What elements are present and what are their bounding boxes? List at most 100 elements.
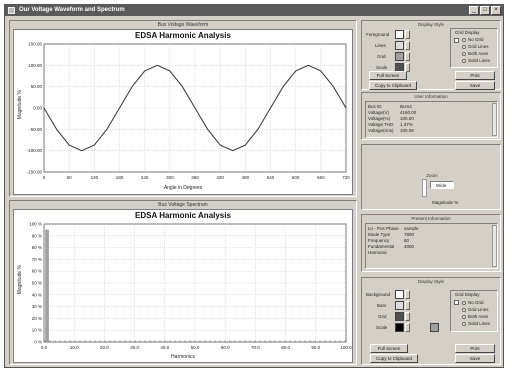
grid-display-bottom-group: Grid Display No Grid Grid Lines Both Axe… [450, 290, 498, 332]
grid-display-checkbox[interactable] [454, 38, 459, 43]
zoom-group: Zoom Wide Magnitude % [361, 144, 501, 210]
lines-color-swatch[interactable] [395, 41, 404, 50]
info-value: 4160.00 [400, 110, 417, 115]
lines-spin[interactable] [405, 41, 410, 50]
full-screen-button-top[interactable]: Full Screen [369, 71, 407, 80]
minimize-button[interactable]: _ [469, 6, 479, 15]
grid-option-radio[interactable] [462, 315, 466, 319]
style-row-label: Lines [375, 43, 386, 48]
grid-option-label: Grid Lines [468, 44, 489, 49]
x-tick-label: 360 [191, 175, 199, 180]
present-info-scrollbar[interactable] [492, 225, 497, 267]
grid-color-swatch[interactable] [395, 52, 404, 61]
y-tick-label: -100.00 [27, 148, 43, 153]
info-label: Mode Type [368, 232, 391, 237]
y-tick-label: 150.00 [28, 42, 42, 47]
grid-spin-bottom[interactable] [405, 312, 410, 321]
y-tick-label: 60 % [32, 269, 42, 274]
x-tick-label: 300 [166, 175, 174, 180]
grid-option-radio[interactable] [462, 59, 466, 63]
y-tick-label: -50.00 [29, 127, 42, 132]
grid-display-top-group: Grid Display No Grid Grid Lines Both Axe… [450, 28, 498, 68]
extra-color-swatch[interactable] [430, 323, 439, 332]
grid-option-radio[interactable] [462, 308, 466, 312]
x-tick-label: 40.0 [160, 345, 169, 350]
waveform-x-label: Angle in Degrees [163, 185, 203, 191]
copy-clipboard-button-bottom[interactable]: Copy to Clipboard [370, 354, 418, 363]
info-label: Bus ID [368, 104, 382, 109]
zoom-slider[interactable] [422, 179, 427, 197]
info-value: BUS4 [400, 104, 412, 109]
info-value: 7800 [404, 232, 415, 237]
style-row-label: Bars [377, 303, 387, 308]
x-tick-label: 70.0 [251, 345, 260, 350]
grid-spin[interactable] [405, 52, 410, 61]
print-button-bottom[interactable]: Print [455, 344, 495, 353]
grid-display-checkbox[interactable] [454, 300, 459, 305]
info-label: Voltage(%) [368, 116, 391, 121]
x-tick-label: 540 [267, 175, 275, 180]
y-tick-label: 100 % [29, 222, 42, 227]
foreground-spin[interactable] [405, 30, 410, 39]
info-value: 100.09 [400, 128, 414, 133]
y-tick-label: 10 % [32, 328, 42, 333]
foreground-color-swatch[interactable] [395, 30, 404, 39]
waveform-group-title: Bus Voltage Waveform [157, 22, 209, 28]
full-screen-button-bottom[interactable]: Full Screen [370, 344, 408, 353]
maximize-button[interactable]: □ [480, 6, 490, 15]
style-row-label: Grid [377, 54, 386, 59]
spectrum-group-title: Bus Voltage Spectrum [158, 202, 208, 208]
background-spin[interactable] [405, 290, 410, 299]
info-label: Voltage(rms) [368, 128, 394, 133]
present-information-group: Present Information Ln - Pos Phase sampl… [361, 214, 501, 272]
grid-option-radio[interactable] [462, 52, 466, 56]
scale-spin[interactable] [405, 63, 410, 72]
bar [45, 229, 49, 343]
grid-option-label: Solid Lines [468, 58, 491, 63]
x-tick-label: 420 [216, 175, 224, 180]
save-button-top[interactable]: Save [455, 81, 495, 90]
display-style-bottom-title: Display Style [417, 279, 444, 284]
background-color-swatch[interactable] [395, 290, 404, 299]
info-label: Fundamental [368, 244, 395, 249]
grid-option-radio[interactable] [462, 322, 466, 326]
user-info-scrollbar[interactable] [492, 103, 497, 136]
scale-spin-bottom[interactable] [405, 323, 410, 332]
display-style-top-title: Display Style [417, 22, 444, 27]
style-row-label: Background [366, 292, 391, 297]
title-bar[interactable]: Our Voltage Waveform and Spectrum _ □ × [5, 5, 503, 16]
y-tick-label: 20 % [32, 316, 42, 321]
close-button[interactable]: × [491, 6, 501, 15]
x-tick-label: 60.0 [221, 345, 230, 350]
spectrum-panel: Bus Voltage Spectrum EDSA Harmonic Analy… [9, 200, 357, 365]
grid-color-swatch-bottom[interactable] [395, 312, 404, 321]
x-tick-label: 60 [67, 175, 73, 180]
print-button-top[interactable]: Print [455, 71, 495, 80]
y-tick-label: -150.00 [27, 170, 43, 175]
x-tick-label: 480 [242, 175, 250, 180]
y-tick-label: 50 % [32, 281, 42, 286]
bars-spin[interactable] [405, 301, 410, 310]
spectrum-chart-title: EDSA Harmonic Analysis [135, 211, 231, 220]
app-icon [8, 7, 15, 14]
x-tick-label: 50.0 [191, 345, 200, 350]
info-value: 60 [404, 238, 410, 243]
zoom-caption: Magnitude % [432, 200, 459, 205]
grid-option-radio[interactable] [462, 45, 466, 49]
bars-color-swatch[interactable] [395, 301, 404, 310]
x-tick-label: 10.0 [70, 345, 79, 350]
grid-option-label: Grid Lines [468, 307, 489, 312]
y-tick-label: 0 % [34, 340, 42, 345]
present-information-box: Ln - Pos Phase sample Mode Type 7800 Fre… [365, 223, 498, 269]
save-button-bottom[interactable]: Save [455, 354, 495, 363]
scale-color-swatch-bottom[interactable] [395, 323, 404, 332]
y-tick-label: 40 % [32, 292, 42, 297]
info-value: 4000 [404, 244, 415, 249]
grid-option-radio[interactable] [462, 38, 466, 42]
user-information-box: Bus ID BUS4 Voltage(V) 4160.00 Voltage(%… [365, 101, 498, 138]
copy-clipboard-button-top[interactable]: Copy to Clipboard [369, 81, 417, 90]
y-tick-label: 30 % [32, 304, 42, 309]
present-information-title: Present Information [411, 216, 451, 221]
grid-option-radio[interactable] [462, 301, 466, 305]
series-line [43, 64, 347, 152]
